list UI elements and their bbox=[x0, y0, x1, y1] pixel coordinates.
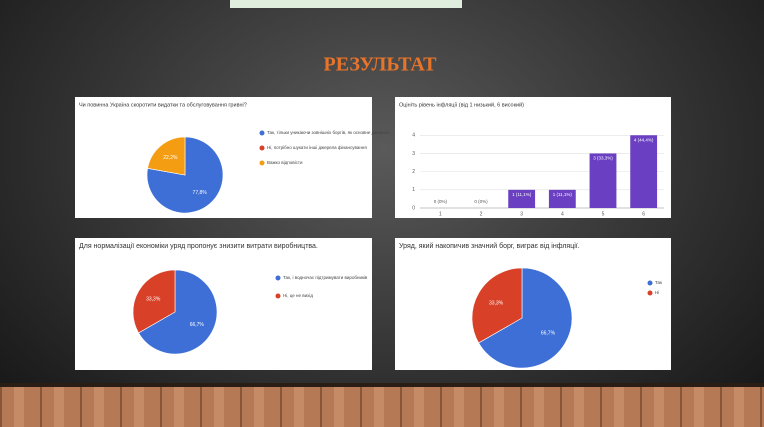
chart-panel bbox=[75, 238, 372, 370]
legend-swatch bbox=[276, 294, 281, 299]
bar-label: 0 (0%) bbox=[474, 199, 488, 204]
x-tick-label: 1 bbox=[439, 211, 442, 217]
bar-label: 3 (33,3%) bbox=[593, 156, 613, 161]
legend-swatch bbox=[260, 161, 265, 166]
slice-label: 66,7% bbox=[541, 330, 556, 336]
x-tick-label: 2 bbox=[480, 211, 483, 217]
top-bar bbox=[230, 0, 462, 8]
x-tick-label: 5 bbox=[602, 211, 605, 217]
chart-title: Для нормалізації економіки уряд пропонує… bbox=[79, 242, 318, 250]
legend-label: Ні, потрібно шукати інші джерела фінансу… bbox=[267, 145, 367, 150]
x-tick-label: 3 bbox=[520, 211, 523, 217]
chart-title: Уряд, який накопичив значний борг, вигра… bbox=[399, 242, 580, 250]
slice-label: 77,8% bbox=[193, 190, 208, 196]
x-tick-label: 4 bbox=[561, 211, 564, 217]
slice-label: 22,2% bbox=[163, 155, 178, 161]
legend-label: Так bbox=[655, 280, 662, 285]
legend-swatch bbox=[648, 281, 653, 286]
legend-label: Так, тільки уникаючи зовнішніх боргів, я… bbox=[267, 130, 390, 135]
legend-swatch bbox=[260, 146, 265, 151]
bar-label: 1 (11,1%) bbox=[553, 192, 573, 197]
slice-label: 33,3% bbox=[146, 297, 161, 303]
legend-swatch bbox=[260, 131, 265, 136]
x-tick-label: 6 bbox=[642, 211, 645, 217]
y-tick-label: 0 bbox=[412, 205, 415, 211]
bar-label: 1 (11,1%) bbox=[512, 192, 532, 197]
chart-panel bbox=[75, 97, 372, 218]
legend-label: Важко відповісти bbox=[267, 160, 303, 165]
y-tick-label: 4 bbox=[412, 133, 415, 139]
legend-label: Ні bbox=[655, 290, 659, 295]
bar-label: 4 (44,4%) bbox=[634, 137, 654, 142]
slice-label: 33,3% bbox=[489, 300, 504, 306]
legend-swatch bbox=[648, 291, 653, 296]
chart-title: Оцініть рівень інфляції (від 1 низький, … bbox=[399, 101, 524, 108]
y-tick-label: 3 bbox=[412, 151, 415, 157]
y-tick-label: 1 bbox=[412, 187, 415, 193]
slide: РЕЗУЛЬТАТ Чи повинна Україна скоротити в… bbox=[0, 0, 764, 427]
page: РЕЗУЛЬТАТ Чи повинна Україна скоротити в… bbox=[0, 0, 764, 427]
legend-label: Так, і водночас підтримувати виробників bbox=[283, 275, 368, 280]
bar bbox=[590, 153, 617, 208]
floor bbox=[0, 385, 764, 427]
bar-label: 0 (0%) bbox=[434, 199, 448, 204]
y-tick-label: 2 bbox=[412, 169, 415, 175]
slice-label: 66,7% bbox=[190, 322, 205, 328]
floor-edge bbox=[0, 383, 764, 387]
bar bbox=[630, 135, 657, 208]
legend-swatch bbox=[276, 276, 281, 281]
legend-label: Ні, це не вихід bbox=[283, 293, 313, 298]
chart-title: Чи повинна Україна скоротити видатки та … bbox=[79, 102, 247, 108]
slide-title: РЕЗУЛЬТАТ bbox=[324, 54, 438, 76]
